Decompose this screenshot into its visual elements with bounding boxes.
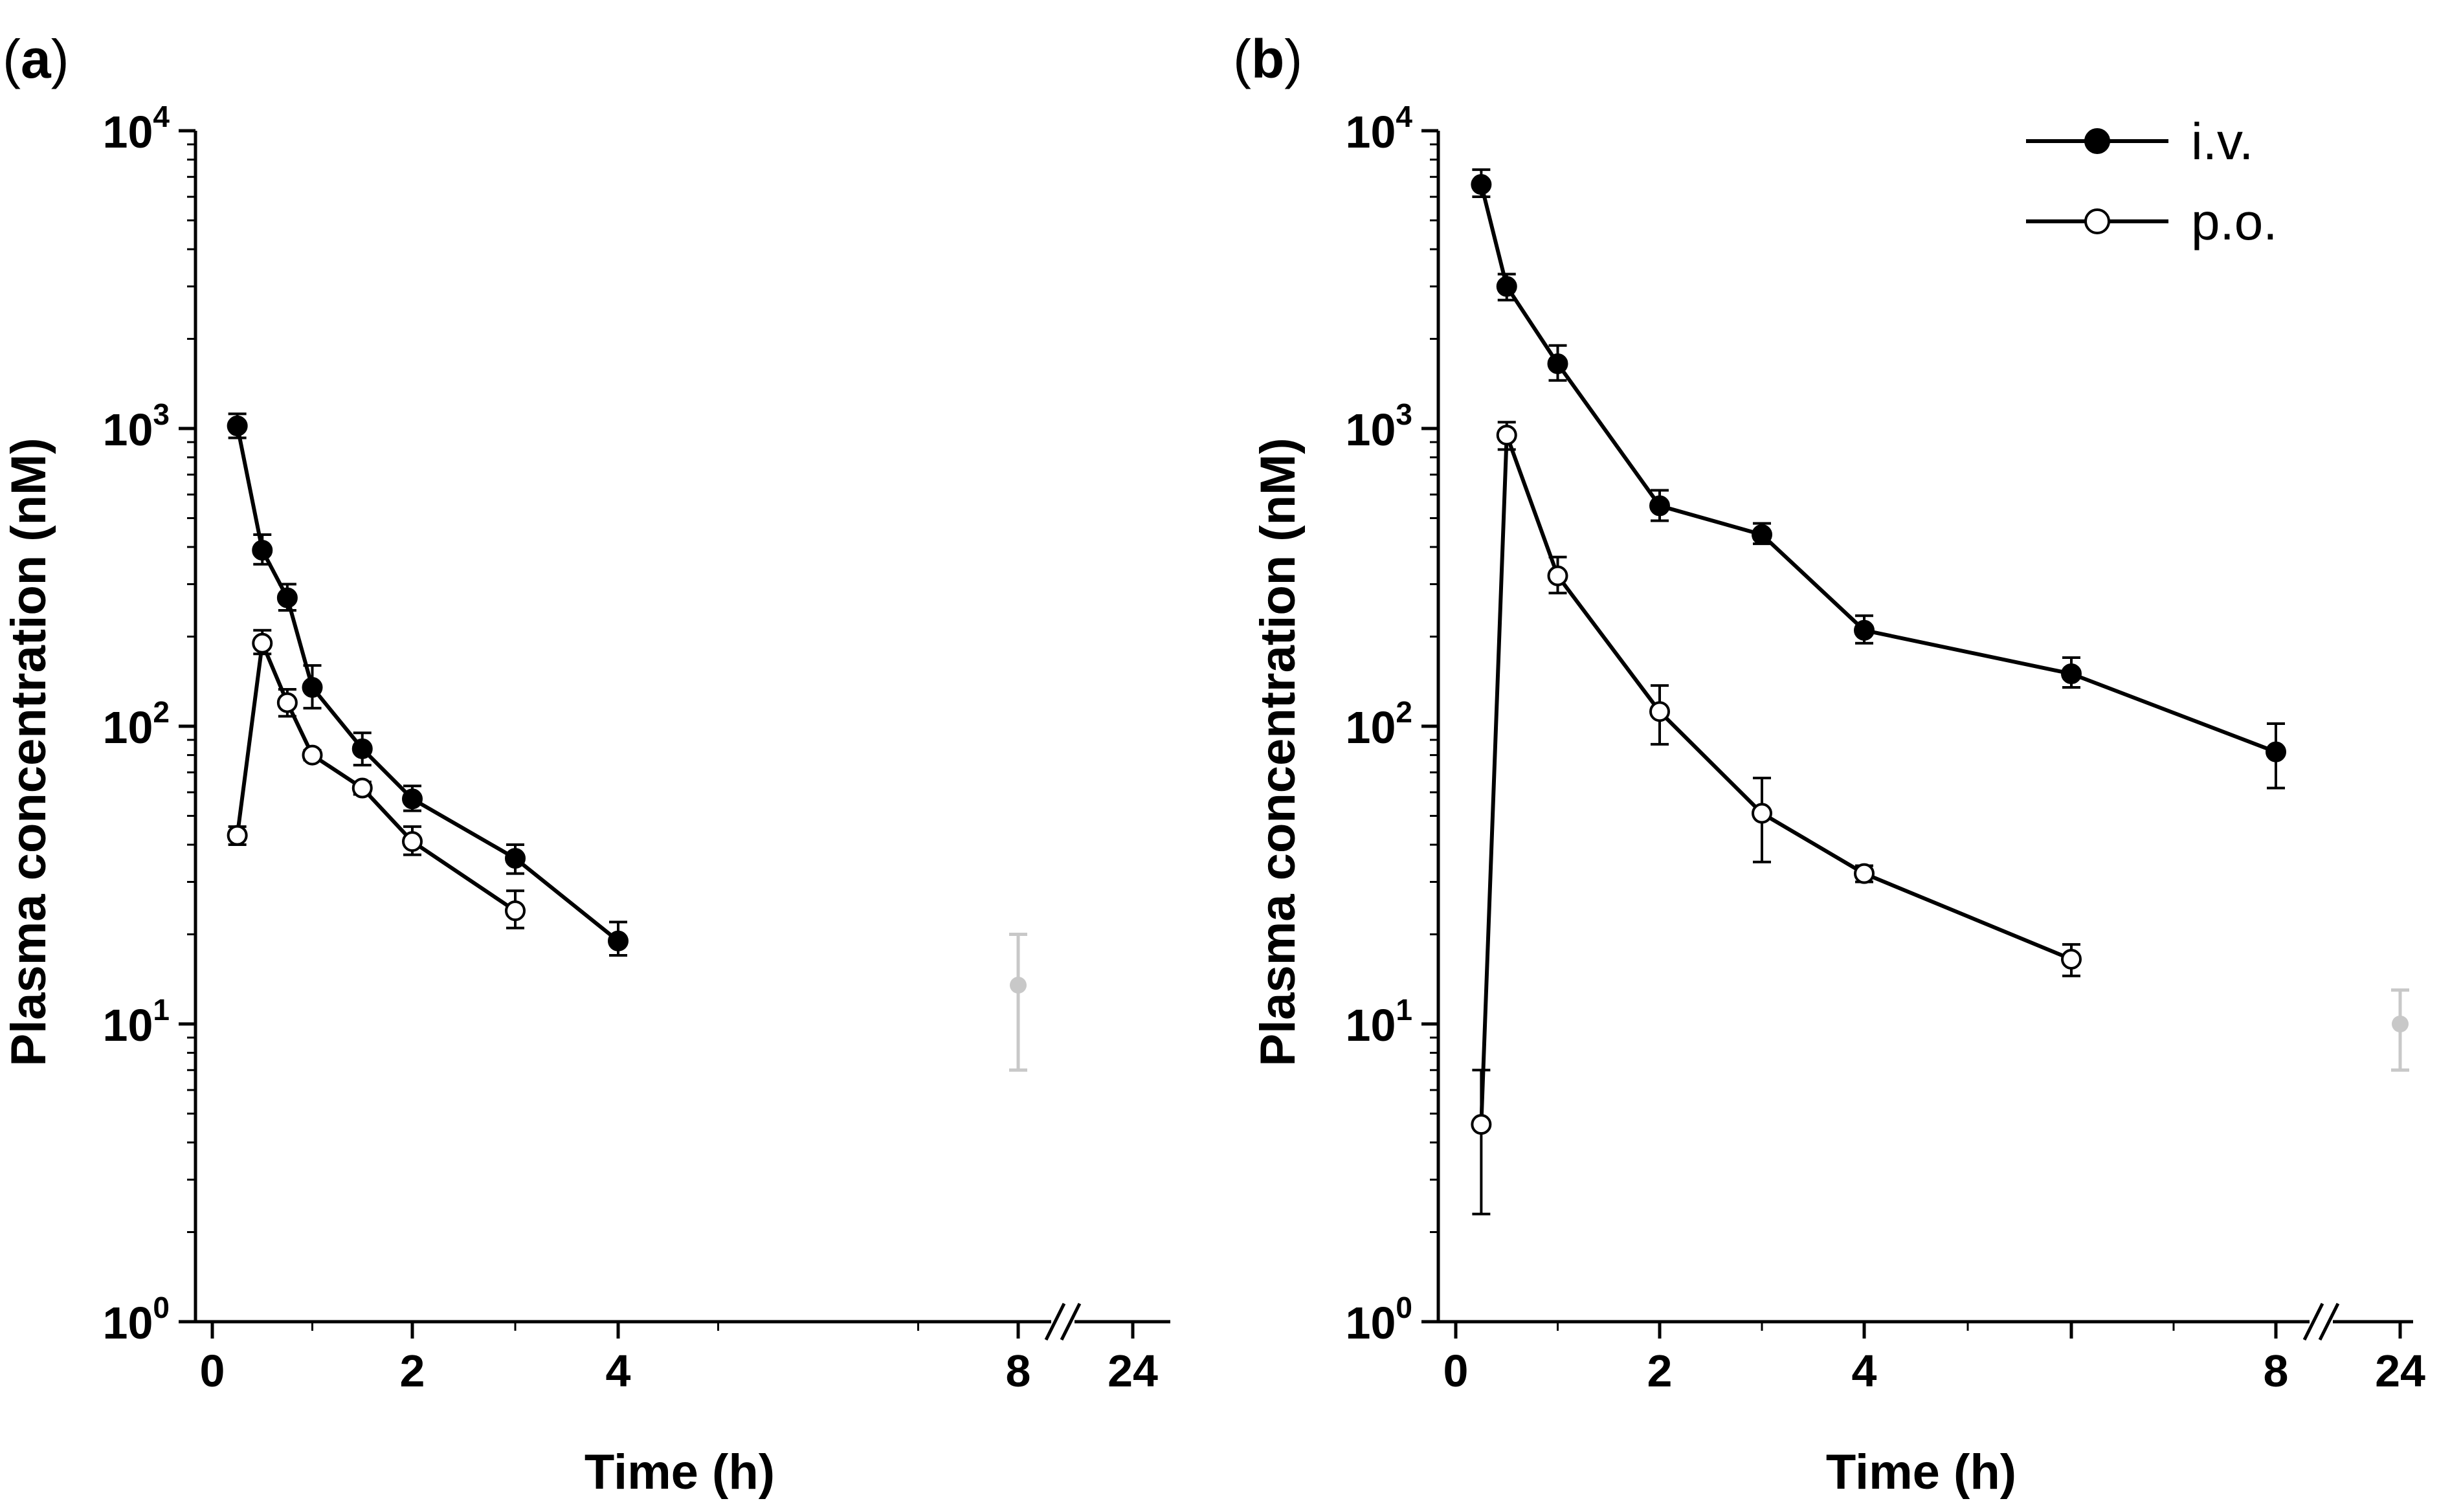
data-point-iv [2061, 663, 2082, 684]
x-tick-label: 2 [1647, 1346, 1673, 1396]
y-tick-label: 101 [1346, 993, 1412, 1051]
data-point-iv [1854, 619, 1875, 641]
data-point-po [1752, 803, 1772, 824]
axis-break-mark [2302, 1302, 2324, 1341]
data-point-iv [276, 587, 298, 608]
data-point-po [1471, 1114, 1492, 1135]
data-point-po [227, 825, 248, 846]
legend-marker [2084, 208, 2110, 234]
data-point-po [2061, 948, 2082, 970]
data-point-po [252, 632, 273, 654]
x-tick-label: 2 [400, 1346, 425, 1396]
x-tick-label: 0 [1443, 1346, 1469, 1396]
data-point-po [351, 777, 373, 799]
data-point-po [302, 744, 323, 766]
y-tick-label: 102 [103, 695, 170, 753]
data-point-iv [227, 416, 248, 437]
axis-break-mark [1060, 1302, 1082, 1341]
data-point-iv [1496, 276, 1517, 297]
data-point-iv [351, 738, 373, 759]
gray-data-point [2392, 1016, 2409, 1032]
series-line-po [1479, 433, 2073, 1125]
data-point-iv [302, 677, 323, 698]
legend-marker [2084, 128, 2110, 154]
data-point-iv [252, 540, 273, 561]
y-tick-label: 103 [1346, 397, 1412, 455]
data-point-po [276, 692, 298, 713]
data-point-iv [1649, 495, 1670, 517]
data-point-iv [402, 788, 423, 810]
y-tick-label: 104 [103, 100, 170, 157]
y-tick-label: 102 [1346, 695, 1412, 753]
data-point-po [402, 831, 423, 852]
data-point-po [1854, 863, 1875, 884]
data-point-iv [1547, 353, 1568, 374]
y-tick-label: 101 [103, 993, 170, 1051]
x-tick-label: 8 [1006, 1346, 1031, 1396]
gray-data-point [1010, 977, 1027, 994]
axis-break-mark [2318, 1302, 2340, 1341]
x-tick-label: 4 [1852, 1346, 1877, 1396]
data-point-iv [1752, 524, 1772, 546]
x-axis-title: Time (h) [585, 1445, 775, 1500]
x-tick-label: 24 [1108, 1346, 1158, 1396]
legend-label: i.v. [2191, 113, 2253, 170]
y-axis-title: Plasma concentration (nM) [1, 438, 56, 1066]
data-point-po [1649, 701, 1670, 722]
x-tick-label: 0 [200, 1346, 225, 1396]
x-tick-label: 4 [606, 1346, 631, 1396]
x-tick-label: 8 [2264, 1346, 2289, 1396]
y-tick-label: 100 [103, 1291, 170, 1348]
x-axis-title: Time (h) [1826, 1445, 2016, 1500]
data-point-iv [505, 848, 526, 869]
series-line-iv [1479, 184, 2277, 754]
panel-label: (a) [3, 28, 69, 89]
y-axis-title: Plasma concentration (nM) [1251, 438, 1306, 1066]
legend: i.v. p.o. [2026, 113, 2277, 250]
data-point-iv [1471, 174, 1492, 195]
panel-label: (b) [1233, 28, 1302, 89]
y-tick-label: 104 [1346, 100, 1413, 157]
data-point-iv [2266, 741, 2286, 762]
series-line-po [235, 641, 517, 913]
data-point-po [1496, 425, 1517, 446]
series-line-iv [235, 425, 619, 943]
legend-label: p.o. [2191, 193, 2277, 250]
y-tick-label: 100 [1346, 1291, 1412, 1348]
data-point-iv [608, 930, 629, 951]
x-tick-label: 24 [2375, 1346, 2425, 1396]
data-point-po [1547, 565, 1568, 586]
y-tick-label: 103 [103, 397, 170, 455]
data-point-po [505, 900, 526, 922]
axis-break-mark [1044, 1302, 1066, 1341]
